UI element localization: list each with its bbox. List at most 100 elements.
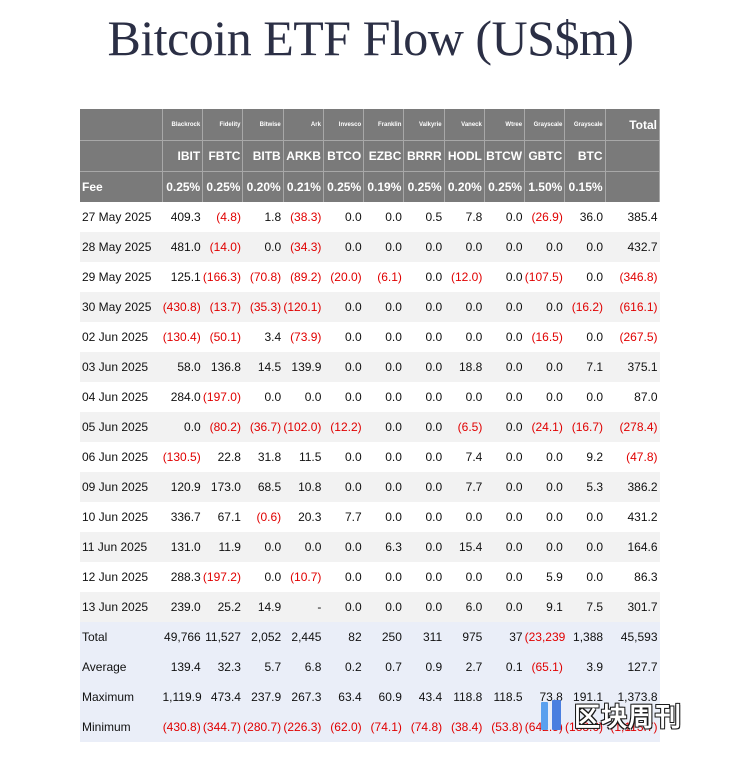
flow-cell: 0.0	[546, 390, 563, 404]
flow-cell: 68.5	[242, 472, 284, 502]
row-date: 03 Jun 2025	[80, 352, 163, 382]
flow-cell: 0.0	[385, 570, 402, 584]
table-row: 27 May 2025 409.3 (4.8) 1.8 (38.3) 0.0 0.0 0.5 7…	[80, 202, 660, 232]
row-total: 385.4	[627, 210, 658, 224]
flow-cell: 0.0	[465, 330, 483, 344]
header-blank	[80, 109, 163, 141]
issuer-header: Grayscale	[564, 109, 606, 141]
issuer-header: Fidelity	[202, 109, 244, 141]
flow-cell: 0.0	[403, 232, 445, 262]
row-total: (47.8)	[626, 450, 658, 464]
flow-cell: 0.0	[564, 232, 606, 262]
flow-cell: 37	[484, 622, 525, 652]
flow-cell: 11,527	[202, 622, 243, 652]
flow-cell: (107.5)	[524, 270, 563, 284]
fee-value: 0.20%	[242, 171, 284, 202]
summary-row: Maximum 1,119.9 473.4 237.9 267.3 63.4 60.9 43.…	[80, 682, 660, 712]
flow-cell: (130.4)	[162, 330, 201, 344]
row-total: 375.1	[605, 352, 660, 382]
flow-cell: 0.0	[425, 510, 443, 524]
summary-rows: Total 49,766 11,527 2,052 2,445 82 250 311 975 37…	[80, 622, 660, 742]
flow-cell: 0.0	[465, 510, 483, 524]
ticker-header: BITB	[242, 140, 284, 172]
table-row: 11 Jun 2025 131.0 11.9 0.0 0.0 0.0 6.3 0.0 15.4 0…	[80, 532, 660, 562]
flow-cell: 9.2	[586, 450, 604, 464]
flow-cell: 0.0	[505, 390, 523, 404]
row-total: (278.4)	[605, 412, 660, 442]
flow-cell: 0.0	[323, 232, 364, 262]
flow-cell: (226.3)	[283, 712, 324, 742]
flow-cell: (102.0)	[283, 412, 324, 442]
row-date: 06 Jun 2025	[82, 450, 149, 464]
flow-cell: (12.0)	[451, 270, 483, 284]
table-row: 06 Jun 2025 (130.5) 22.8 31.8 11.5 0.0 0.0 0.0 7…	[80, 442, 660, 472]
flow-cell: 0.2	[323, 652, 364, 682]
row-date: 13 Jun 2025	[80, 592, 163, 622]
flow-cell: 0.0	[586, 570, 604, 584]
flow-cell: 0.0	[484, 232, 525, 262]
flow-cell: 0.9	[403, 652, 445, 682]
flow-cell: 0.0	[403, 532, 445, 562]
flow-cell: 237.9	[242, 682, 284, 712]
flow-cell: 0.0	[344, 330, 362, 344]
flow-cell: 43.4	[403, 682, 445, 712]
ticker-header: ARKB	[283, 140, 324, 172]
issuer-header: Grayscale	[524, 109, 566, 141]
flow-cell: 0.0	[385, 330, 402, 344]
row-date: 04 Jun 2025	[82, 390, 149, 404]
flow-cell: (4.8)	[216, 210, 241, 224]
flow-cell: 0.0	[465, 390, 483, 404]
table-row: 09 Jun 2025 120.9 173.0 68.5 10.8 0.0 0.0 0.0 7.…	[80, 472, 660, 502]
row-total: (1,113.7)	[605, 712, 660, 742]
fee-value: 0.20%	[444, 171, 485, 202]
flow-cell: 5.3	[564, 472, 606, 502]
flow-cell: 0.0	[586, 330, 604, 344]
flow-cell: (280.7)	[242, 712, 284, 742]
flow-cell: 7.5	[564, 592, 606, 622]
flow-cell: 288.3	[170, 570, 201, 584]
flow-cell: (38.4)	[444, 712, 485, 742]
flow-cell: 0.0	[363, 412, 404, 442]
row-total: (346.8)	[619, 270, 658, 284]
row-total: 164.6	[605, 532, 660, 562]
header-blank	[80, 140, 163, 172]
flow-cell: 0.0	[425, 450, 443, 464]
flow-cell: 58.0	[162, 352, 203, 382]
flow-cell: (16.2)	[564, 292, 606, 322]
fee-header-row: Fee 0.25% 0.25% 0.20% 0.21% 0.25% 0.19% …	[80, 171, 661, 202]
flow-cell: 5.9	[546, 570, 563, 584]
fee-value: 0.25%	[403, 171, 445, 202]
flow-cell: 0.0	[344, 390, 362, 404]
summary-label: Average	[80, 652, 163, 682]
flow-cell: (70.8)	[249, 270, 282, 284]
issuer-header: Ark	[283, 109, 324, 141]
ticker-header: BRRR	[403, 140, 445, 172]
table-row: 29 May 2025 125.1 (166.3) (70.8) (89.2) (20.0…	[80, 262, 660, 292]
flow-cell: 0.0	[323, 292, 364, 322]
flow-cell: (430.8)	[162, 712, 203, 742]
flow-cell: 0.0	[363, 292, 404, 322]
flow-cell: 0.0	[484, 292, 525, 322]
fee-value: 0.25%	[162, 171, 204, 202]
row-date: 27 May 2025	[82, 210, 152, 224]
flow-cell: 0.0	[323, 352, 364, 382]
fee-label: Fee	[80, 171, 163, 202]
flow-cell: 0.0	[444, 292, 485, 322]
row-total: 86.3	[634, 570, 658, 584]
flow-cell: 2.7	[444, 652, 485, 682]
ticker-header: BTCO	[323, 140, 365, 172]
summary-row: Minimum (430.8) (344.7) (280.7) (226.3) (62.0…	[80, 712, 660, 742]
flow-cell: 0.0	[524, 232, 565, 262]
flow-cell: (36.7)	[242, 412, 284, 442]
row-date: 05 Jun 2025	[80, 412, 163, 442]
flow-cell: 82	[323, 622, 364, 652]
total-column-header: Total	[605, 109, 661, 141]
flow-cell: 0.0	[586, 390, 604, 404]
flow-cell: 25.2	[202, 592, 243, 622]
flow-cell: 0.0	[242, 532, 284, 562]
watermark: 区块周刊	[538, 692, 728, 738]
flow-cell: (34.3)	[283, 232, 324, 262]
flow-cell: (130.5)	[162, 450, 201, 464]
flow-cell: (10.7)	[290, 570, 322, 584]
issuer-header: Wtree	[484, 109, 526, 141]
